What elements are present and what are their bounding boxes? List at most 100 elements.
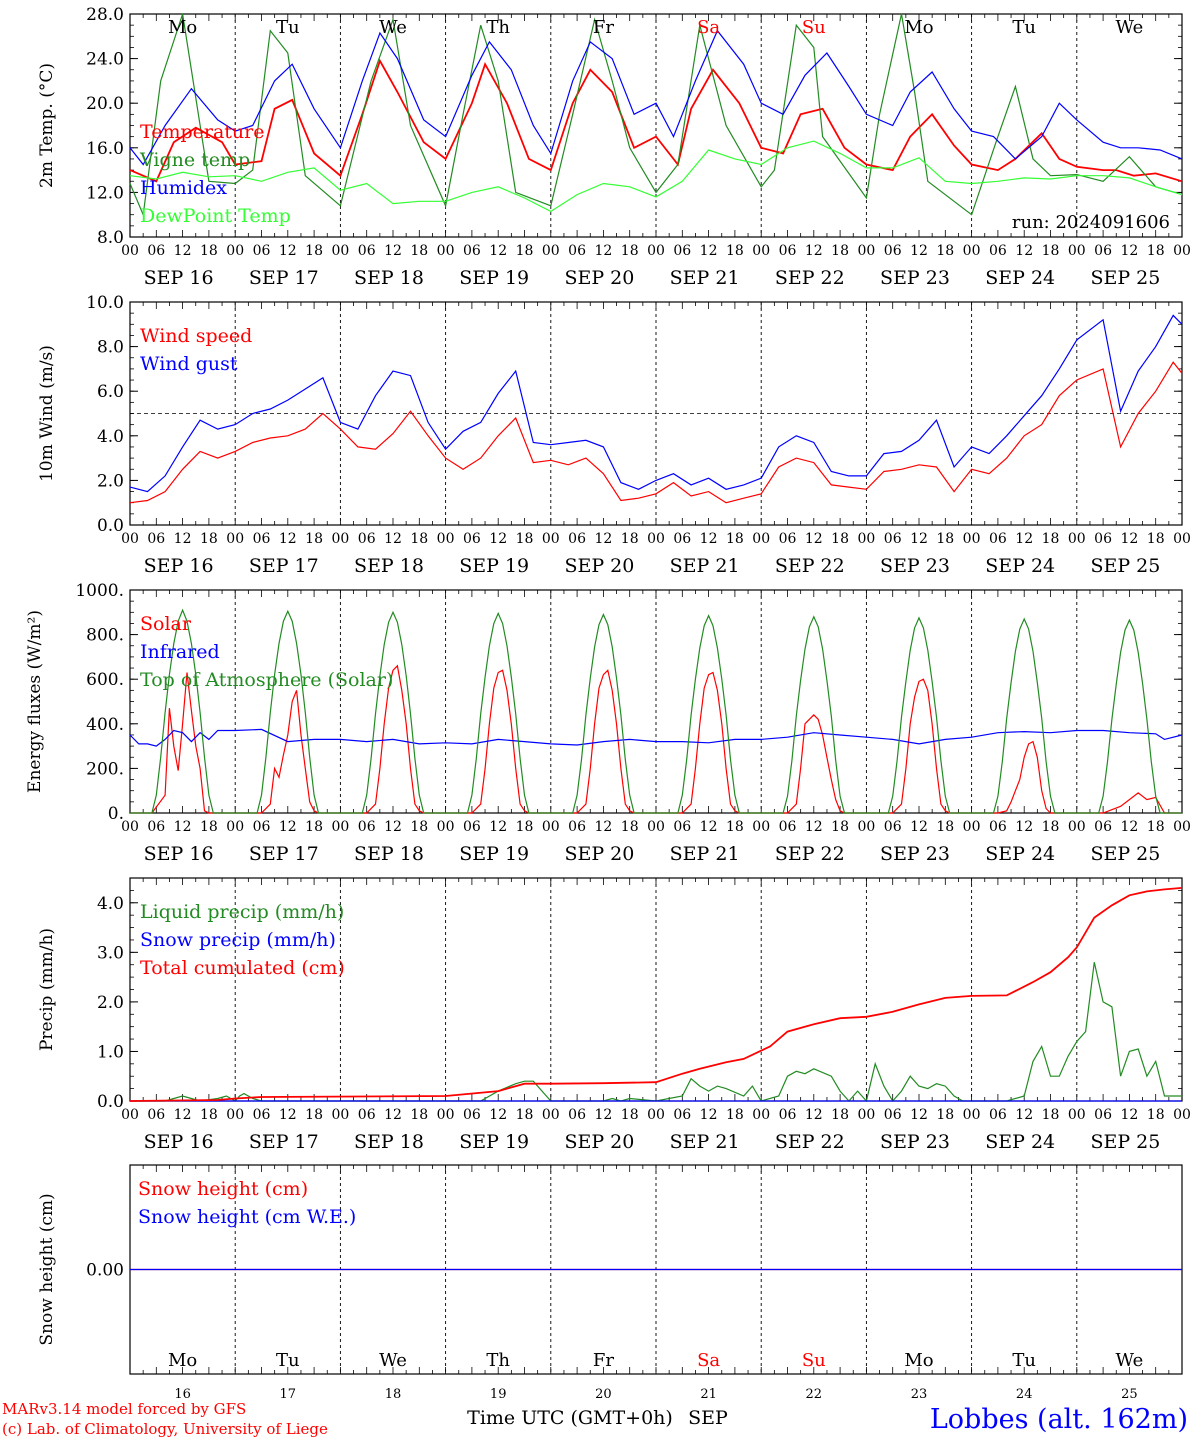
hour-tick-label: 12	[910, 243, 928, 259]
legend-entry: Top of Atmosphere (Solar)	[140, 669, 393, 691]
hour-tick-label: 12	[1015, 243, 1033, 259]
day-name: Th	[486, 1350, 510, 1371]
hour-tick-label: 12	[700, 531, 718, 547]
hour-tick-label: 18	[1147, 531, 1165, 547]
series-line	[130, 608, 1182, 814]
y-tick-label: 200.	[86, 759, 124, 779]
day-number: 19	[490, 1387, 507, 1402]
date-label: SEP 21	[670, 267, 740, 289]
hour-tick-label: 18	[200, 531, 218, 547]
hour-tick-label: 06	[358, 531, 376, 547]
hour-tick-label: 00	[963, 1107, 981, 1123]
day-name: Fr	[593, 1350, 614, 1371]
date-label: SEP 23	[880, 1131, 950, 1153]
date-label: SEP 25	[1090, 843, 1160, 865]
hour-tick-label: 12	[174, 1107, 192, 1123]
y-axis-label: Energy fluxes (W/m²)	[25, 610, 45, 793]
hour-tick-label: 00	[121, 819, 139, 835]
hour-tick-label: 06	[358, 243, 376, 259]
hour-tick-label: 06	[568, 819, 586, 835]
y-tick-label: 24.0	[86, 50, 124, 70]
hour-tick-label: 00	[752, 243, 770, 259]
y-tick-label: 800.	[86, 626, 124, 646]
hour-tick-label: 00	[331, 819, 349, 835]
day-number: 18	[385, 1387, 402, 1402]
hour-tick-label: 12	[279, 531, 297, 547]
legend-entry: DewPoint Temp	[140, 205, 291, 227]
date-label: SEP 25	[1090, 267, 1160, 289]
hour-tick-label: 18	[1147, 243, 1165, 259]
hour-tick-label: 12	[279, 1107, 297, 1123]
y-tick-label: 12.0	[86, 183, 124, 203]
legend-entry: Temperature	[140, 121, 264, 143]
date-label: SEP 19	[459, 843, 529, 865]
panel-3: 1000. 800. 600. 400. 200. 0. Energy fluxes (W/…	[25, 581, 1191, 865]
hour-tick-label: 06	[463, 1107, 481, 1123]
hour-tick-label: 12	[1015, 819, 1033, 835]
panel-4: 4.0 3.0 2.0 1.0 0.0 Precip (mm/h) Liquid preci…	[37, 877, 1191, 1153]
y-tick-label: 0.0	[97, 1092, 124, 1112]
hour-tick-label: 18	[831, 1107, 849, 1123]
hour-tick-label: 06	[779, 1107, 797, 1123]
hour-tick-label: 18	[1042, 819, 1060, 835]
y-tick-label: 0.00	[86, 1261, 124, 1281]
hour-tick-label: 00	[331, 531, 349, 547]
hour-tick-label: 12	[489, 819, 507, 835]
hour-tick-label: 18	[1042, 531, 1060, 547]
hour-tick-label: 06	[147, 1107, 165, 1123]
hour-tick-label: 06	[884, 243, 902, 259]
station-label: Lobbes (alt. 162m)	[930, 1404, 1188, 1435]
y-axis-label: 10m Wind (m/s)	[37, 345, 57, 482]
hour-tick-label: 00	[857, 819, 875, 835]
panels: 28.0 24.0 20.0 16.0 12.0 8.0 2m Temp. (°C) Temp…	[25, 5, 1191, 1402]
hour-tick-label: 00	[1068, 819, 1086, 835]
date-label: SEP 18	[354, 555, 424, 577]
hour-tick-label: 12	[805, 243, 823, 259]
hour-tick-label: 12	[594, 819, 612, 835]
hour-tick-label: 12	[700, 243, 718, 259]
hour-tick-label: 18	[831, 243, 849, 259]
day-number: 25	[1121, 1387, 1138, 1402]
day-number: 24	[1016, 1387, 1033, 1402]
date-label: SEP 17	[249, 555, 319, 577]
date-label: SEP 16	[144, 843, 214, 865]
date-label: SEP 18	[354, 1131, 424, 1153]
hour-tick-label: 00	[331, 1107, 349, 1123]
y-tick-label: 8.0	[97, 228, 124, 248]
legend-entry: Wind speed	[140, 325, 252, 347]
hour-tick-label: 18	[726, 819, 744, 835]
hour-tick-label: 00	[121, 531, 139, 547]
hour-tick-label: 12	[910, 819, 928, 835]
date-label: SEP 23	[880, 555, 950, 577]
hour-tick-label: 06	[568, 531, 586, 547]
y-tick-label: 600.	[86, 670, 124, 690]
hour-tick-label: 12	[174, 243, 192, 259]
hour-tick-label: 12	[174, 819, 192, 835]
hour-tick-label: 00	[1173, 1107, 1191, 1123]
hour-tick-label: 12	[594, 531, 612, 547]
hour-tick-label: 18	[305, 819, 323, 835]
hour-tick-label: 00	[647, 1107, 665, 1123]
day-number: 22	[806, 1387, 823, 1402]
hour-tick-label: 06	[673, 1107, 691, 1123]
hour-tick-label: 00	[1068, 243, 1086, 259]
hour-tick-label: 18	[726, 1107, 744, 1123]
date-label: SEP 20	[564, 843, 634, 865]
hour-tick-label: 06	[884, 1107, 902, 1123]
hour-tick-label: 00	[963, 531, 981, 547]
legend-entry: Solar	[140, 613, 192, 635]
hour-tick-label: 00	[542, 1107, 560, 1123]
hour-tick-label: 18	[621, 1107, 639, 1123]
hour-tick-label: 12	[805, 819, 823, 835]
y-tick-label: 28.0	[86, 5, 124, 25]
day-name: Mo	[904, 1350, 933, 1371]
hour-tick-label: 00	[857, 1107, 875, 1123]
hour-tick-label: 12	[910, 1107, 928, 1123]
hour-tick-label: 12	[1120, 819, 1138, 835]
hour-tick-label: 00	[1173, 819, 1191, 835]
hour-tick-label: 18	[621, 819, 639, 835]
hour-tick-label: 06	[989, 819, 1007, 835]
run-annotation: run: 2024091606	[1012, 212, 1170, 233]
hour-tick-label: 00	[1173, 243, 1191, 259]
hour-tick-label: 00	[647, 819, 665, 835]
